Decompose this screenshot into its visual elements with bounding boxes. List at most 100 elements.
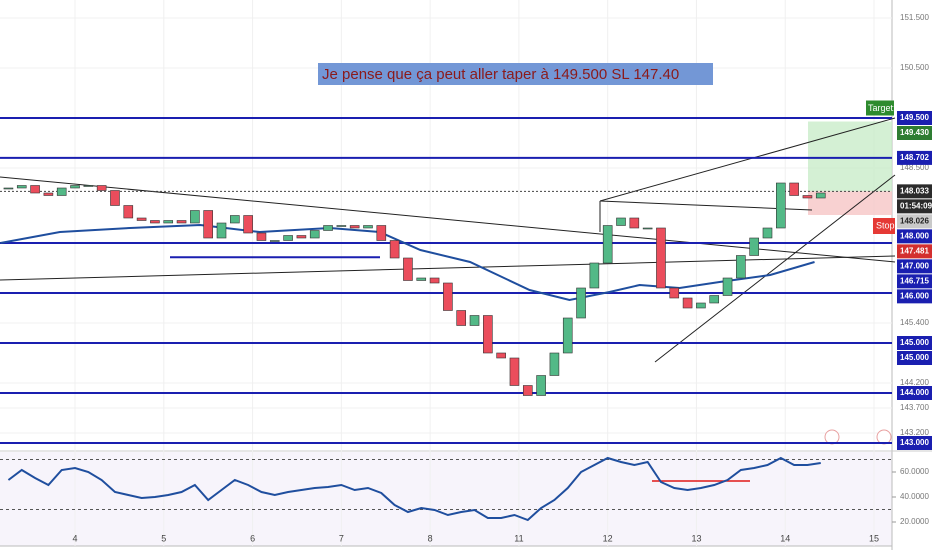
- candle: [789, 182, 799, 196]
- price-tag: [897, 199, 932, 214]
- y-tick-label: 143.200: [900, 428, 929, 437]
- candle: [203, 210, 213, 239]
- candle: [522, 385, 533, 396]
- candle: [589, 262, 600, 289]
- candle: [16, 185, 27, 189]
- price-tag-label: 01:54:09: [900, 201, 932, 210]
- y-tick-label: 144.200: [900, 378, 929, 387]
- x-tick-label: 5: [161, 533, 166, 543]
- target-zone: [808, 121, 892, 192]
- alert-icon[interactable]: [876, 429, 892, 445]
- candle: [562, 317, 573, 354]
- candle: [696, 302, 706, 309]
- x-tick-label: 12: [603, 533, 613, 543]
- candle: [682, 297, 693, 309]
- x-tick-label: 13: [691, 533, 701, 543]
- price-tag: [897, 386, 932, 400]
- price-tag-label: 146.000: [900, 291, 929, 300]
- event-icon[interactable]: [824, 429, 840, 445]
- candle: [722, 277, 733, 296]
- candle: [176, 220, 187, 224]
- candle: [296, 235, 307, 239]
- candle: [96, 185, 107, 191]
- candle: [815, 192, 826, 199]
- candle: [483, 315, 493, 354]
- candle: [110, 190, 120, 206]
- price-tag-label: 149.430: [900, 128, 929, 137]
- candle: [576, 287, 586, 319]
- candle: [629, 217, 640, 229]
- y-tick-label: 143.700: [900, 403, 929, 412]
- x-tick-label: 15: [869, 533, 879, 543]
- price-tag-label: 148.026: [900, 216, 929, 225]
- candle: [83, 185, 94, 187]
- candle: [150, 220, 160, 224]
- candle: [216, 222, 227, 239]
- price-tag-label: 148.000: [900, 231, 929, 240]
- price-tag: [897, 259, 932, 274]
- rsi-line: [7, 456, 821, 522]
- price-tag-label: 145.000: [900, 353, 929, 362]
- candle: [642, 227, 653, 230]
- price-tag: [897, 184, 932, 199]
- x-tick-label: 8: [428, 533, 433, 543]
- candle: [43, 192, 54, 196]
- candle: [349, 225, 360, 229]
- annotation: Je pense que ça peut aller taper à 149.5…: [322, 66, 679, 83]
- price-tag-label: 148.033: [900, 186, 929, 195]
- candle: [736, 255, 746, 279]
- candle: [376, 225, 387, 241]
- candle: [389, 240, 400, 259]
- candle: [443, 282, 453, 311]
- price-tag: [897, 244, 932, 259]
- price-tag-label: 147.481: [900, 246, 929, 255]
- rsi-tick-label: 60.0000: [900, 467, 929, 476]
- candle: [163, 220, 174, 224]
- candle: [469, 315, 480, 326]
- candle: [496, 352, 506, 359]
- y-tick-label: 145.400: [900, 318, 929, 327]
- candle: [70, 185, 80, 189]
- candle: [30, 185, 40, 194]
- candle: [283, 235, 293, 241]
- price-tag: [897, 274, 932, 289]
- candle: [336, 225, 347, 227]
- candle: [656, 227, 666, 289]
- candle: [802, 195, 813, 199]
- rsi-background: [0, 452, 892, 546]
- candle: [669, 287, 680, 299]
- x-tick-label: 11: [514, 533, 523, 543]
- stop-label: Stop: [876, 220, 895, 230]
- candle: [56, 187, 67, 196]
- trend-line: [654, 174, 896, 363]
- candle: [363, 225, 373, 229]
- price-tag: [897, 214, 932, 229]
- price-tag: [897, 229, 932, 244]
- x-tick-label: 7: [339, 533, 344, 543]
- x-tick-label: 4: [73, 533, 78, 543]
- candle: [509, 357, 520, 386]
- price-tag: [897, 150, 932, 165]
- candle: [3, 187, 14, 190]
- candle: [323, 225, 333, 231]
- candle: [709, 295, 720, 304]
- candle: [243, 215, 253, 234]
- candle: [269, 240, 280, 242]
- price-tag-label: 144.000: [900, 388, 929, 397]
- price-tag-label: 146.715: [900, 276, 929, 285]
- candle: [456, 310, 467, 326]
- candle: [536, 375, 546, 396]
- price-tag: [897, 351, 932, 365]
- price-tag: [897, 289, 932, 304]
- price-tag-label: 148.702: [900, 153, 929, 162]
- stop-zone: [808, 191, 892, 215]
- price-tag-label: 147.000: [900, 261, 929, 270]
- price-tag-label: 145.000: [900, 338, 929, 347]
- candle: [230, 215, 240, 224]
- moving-average: [0, 223, 815, 302]
- price-tag: [897, 126, 932, 140]
- x-tick-label: 6: [250, 533, 255, 543]
- price-tag: [897, 436, 932, 450]
